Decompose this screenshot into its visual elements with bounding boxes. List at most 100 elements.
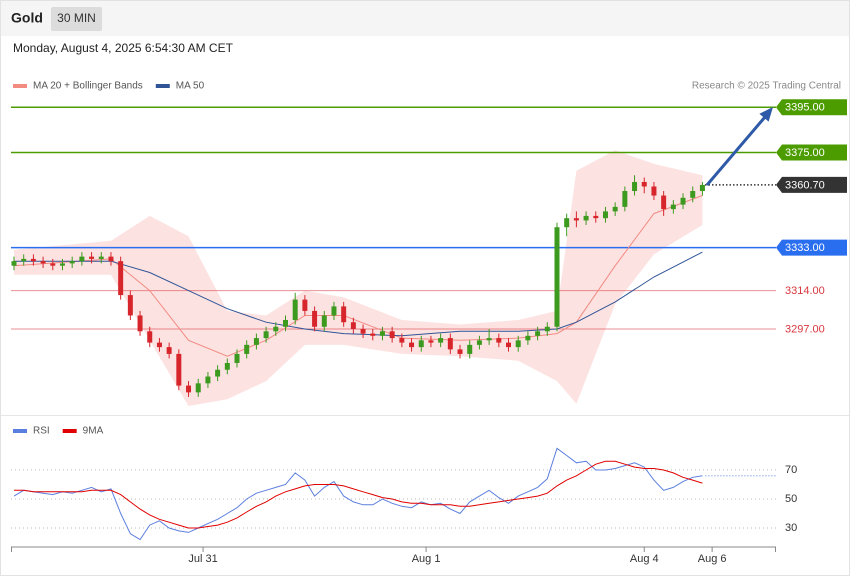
candle-body (21, 258, 27, 262)
candle-body (506, 342, 512, 348)
candle-body (273, 326, 279, 332)
candle-body (118, 261, 124, 296)
candle-body (467, 344, 473, 354)
candle-body (447, 338, 453, 350)
candle-body (215, 369, 221, 377)
candle-body (166, 347, 172, 354)
candle-body (40, 261, 46, 264)
y-tick-label: 70 (785, 464, 797, 476)
candle-body (680, 197, 686, 205)
level-label: 3395.00 (785, 102, 825, 114)
instrument-title: Gold (11, 10, 43, 26)
level-label: 3297.00 (785, 323, 825, 335)
y-tick-label: 50 (785, 493, 797, 505)
bollinger-band (14, 150, 703, 406)
candle-body (263, 331, 269, 339)
candle-body (224, 362, 230, 370)
candle-body (59, 263, 65, 266)
candle-body (370, 333, 376, 336)
candle-body (699, 184, 705, 192)
candle-body (79, 256, 85, 262)
candle-body (583, 215, 589, 221)
candle-body (89, 256, 95, 259)
candle-body (535, 331, 541, 336)
candle-body (186, 385, 192, 393)
candle-body (544, 326, 550, 332)
candle-body (98, 256, 104, 259)
timeframe-badge[interactable] (51, 7, 102, 31)
candle-body (244, 344, 250, 354)
projection-arrowhead (759, 107, 773, 122)
level-label-box (776, 99, 847, 116)
candle-body (30, 258, 36, 262)
candle-body (418, 340, 424, 348)
level-label-box (776, 144, 847, 161)
candle-body (292, 299, 298, 320)
legend-label: RSI (33, 426, 50, 437)
candle-body (573, 218, 579, 221)
candle-body (312, 310, 318, 327)
level-label: 3375.00 (785, 147, 825, 159)
x-tick-label: Aug 6 (698, 553, 727, 565)
candle-body (389, 331, 395, 339)
candle-body (360, 329, 366, 334)
candle-body (651, 186, 657, 196)
candle-body (409, 342, 415, 348)
moving-average (13, 195, 703, 357)
candle-body (632, 181, 638, 192)
legend-label: MA 20 + Bollinger Bands (33, 81, 143, 92)
candle-body (108, 256, 114, 262)
candle-body (641, 181, 647, 187)
level-label: 3333.00 (785, 242, 825, 254)
candle-body (438, 338, 444, 343)
candle-body (50, 263, 56, 266)
candle-body (399, 338, 405, 343)
candle-body (176, 353, 182, 386)
x-tick-label: Aug 1 (412, 553, 441, 565)
level-label-box (776, 176, 847, 193)
candle-body (69, 261, 75, 264)
candle-body (515, 340, 521, 348)
level-label: 3360.70 (785, 179, 825, 191)
candle-body (11, 261, 17, 266)
candle-body (234, 353, 240, 363)
candle-body (341, 306, 347, 323)
price-panel: 3395.00 3375.00 3360.70 3333.00 3314.00 3297.… (11, 81, 847, 406)
datetime: Monday, August 4, 2025 6:54:30 AM CET (13, 41, 234, 55)
legend-swatch (62, 429, 77, 433)
level-label: 3314.00 (785, 285, 825, 297)
candle-body (331, 306, 337, 316)
candle-body (127, 295, 133, 316)
y-tick-label: 30 (785, 522, 797, 534)
candle-body (156, 342, 162, 348)
candle-body (302, 299, 308, 311)
candle-body (282, 319, 288, 327)
legend-swatch (13, 84, 27, 88)
credit: Research © 2025 Trading Central (692, 81, 841, 92)
legend-label: MA 50 (176, 81, 205, 92)
candle-body (602, 211, 608, 219)
candle-body (476, 340, 482, 345)
candle-body (496, 338, 502, 343)
candle-body (321, 315, 327, 327)
candle-body (147, 331, 153, 343)
candle-body (593, 215, 599, 219)
legend-label: 9MA (83, 426, 104, 437)
candle-body (525, 335, 531, 341)
candle-body (670, 204, 676, 210)
candle-body (350, 322, 356, 330)
candle-body (661, 195, 667, 210)
timeframe[interactable]: 30 MIN (57, 11, 96, 25)
candle-body (205, 376, 211, 384)
legend-swatch (13, 429, 27, 433)
projection-arrow (705, 116, 767, 186)
candle-body (564, 218, 570, 228)
legend-swatch (155, 84, 170, 88)
x-tick-label: Jul 31 (188, 553, 217, 565)
candle-body (554, 227, 560, 327)
candle-body (379, 331, 385, 336)
candle-body (612, 206, 618, 212)
rsi-panel: 30 50 70 Jul 31 Aug 1 Aug 4 Aug 6 RSI 9MA (11, 426, 797, 565)
